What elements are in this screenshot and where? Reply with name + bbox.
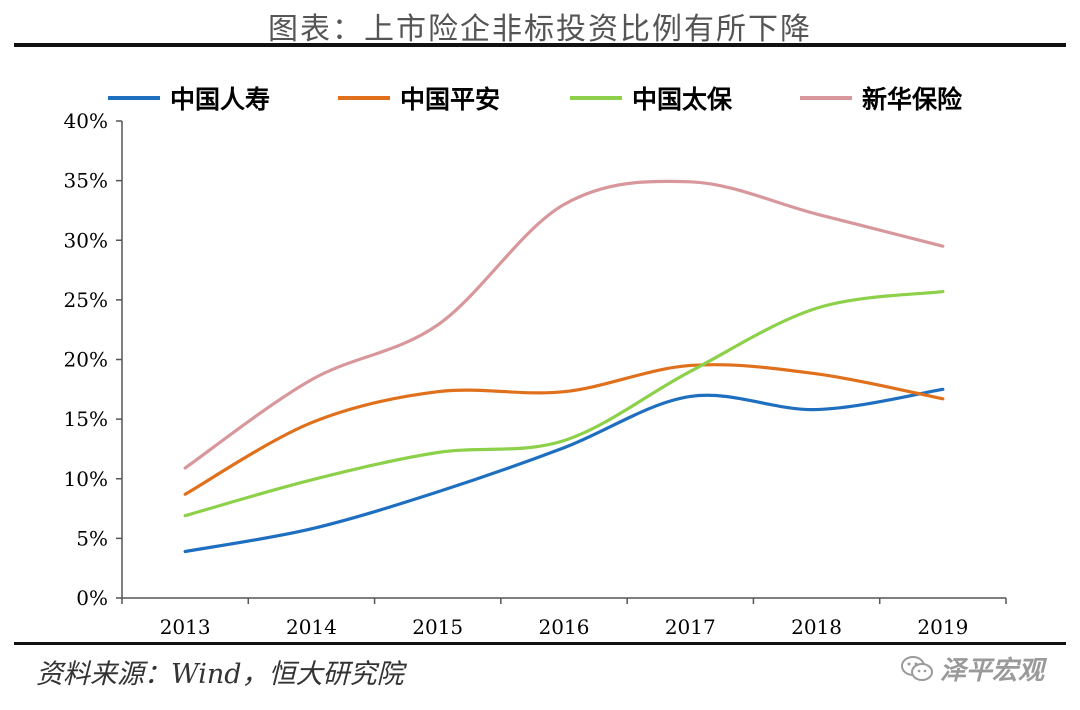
y-tick-label: 25% — [64, 288, 108, 312]
series-line-0 — [183, 387, 945, 554]
series-line-3 — [183, 179, 945, 470]
legend-swatch — [570, 96, 622, 100]
x-tick-label: 2014 — [286, 615, 337, 639]
legend-swatch — [800, 96, 852, 100]
legend-item-new-china-life: 新华保险 — [800, 80, 962, 116]
source-note: 资料来源：Wind，恒大研究院 — [36, 659, 404, 690]
legend-label: 中国太保 — [632, 85, 733, 114]
legend: 中国人寿 中国平安 中国太保 新华保险 — [0, 80, 1080, 116]
x-tick-label: 2019 — [917, 615, 968, 639]
y-tick-label: 0% — [76, 586, 108, 610]
bottom-rule — [14, 642, 1066, 645]
top-rule — [14, 43, 1066, 47]
legend-item-china-life: 中国人寿 — [108, 80, 270, 116]
y-tick-label: 10% — [64, 467, 108, 491]
legend-item-cpic: 中国太保 — [570, 80, 732, 116]
x-tick-label: 2015 — [412, 615, 463, 639]
legend-label: 新华保险 — [862, 85, 963, 114]
y-tick-label: 5% — [76, 526, 108, 550]
x-tick-label: 2017 — [665, 615, 716, 639]
y-tick-label: 30% — [64, 228, 108, 252]
chart-title: 图表：上市险企非标投资比例有所下降 — [268, 12, 812, 47]
legend-label: 中国人寿 — [170, 85, 271, 114]
legend-swatch — [338, 96, 390, 100]
legend-swatch — [108, 96, 160, 100]
series-line-1 — [183, 363, 945, 496]
x-tick-label: 2018 — [791, 615, 842, 639]
legend-item-ping-an: 中国平安 — [338, 80, 500, 116]
legend-label: 中国平安 — [400, 85, 501, 114]
wechat-icon — [901, 655, 933, 681]
y-tick-label: 15% — [64, 407, 108, 431]
y-tick-label: 40% — [64, 109, 108, 133]
watermark: 泽平宏观 — [900, 650, 1044, 687]
y-tick-label: 35% — [64, 169, 108, 193]
x-tick-label: 2013 — [160, 615, 211, 639]
watermark-text: 泽平宏观 — [940, 656, 1045, 686]
y-tick-label: 20% — [64, 348, 108, 372]
series-line-2 — [183, 289, 945, 518]
x-tick-label: 2016 — [539, 615, 590, 639]
